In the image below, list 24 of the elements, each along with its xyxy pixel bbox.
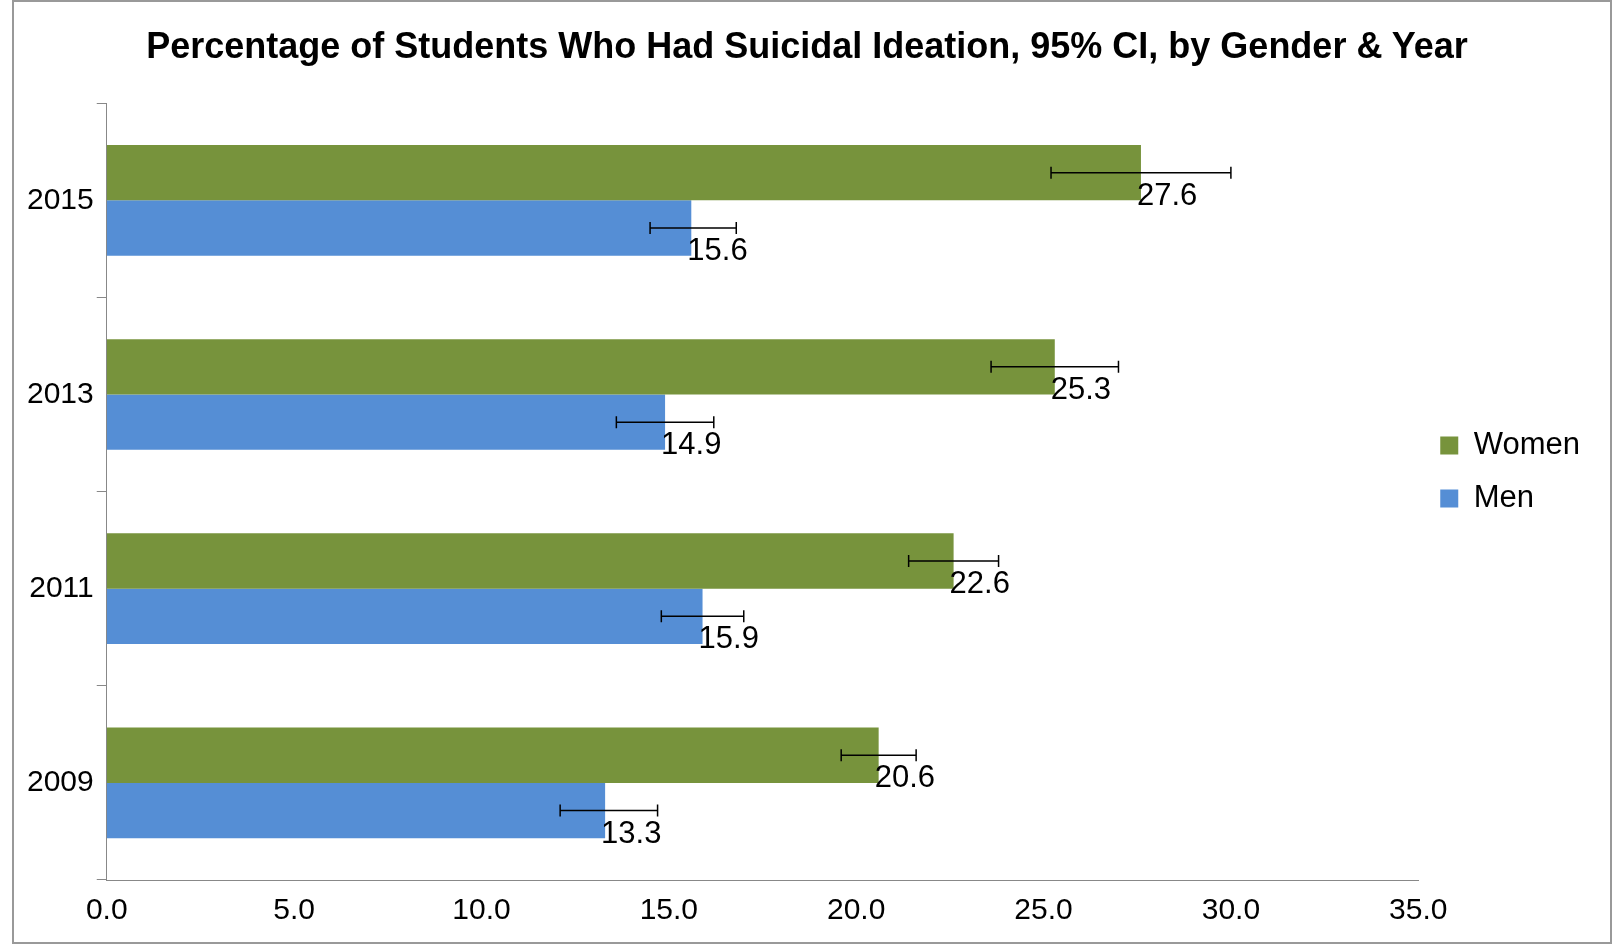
data-label: 27.6 (1136, 176, 1198, 212)
data-label: 15.9 (698, 620, 759, 656)
x-tick-label: 20.0 (826, 892, 886, 926)
data-label: 15.6 (687, 232, 748, 268)
y-tick-label: 2011 (29, 569, 94, 603)
data-label: 20.6 (874, 759, 935, 795)
data-label: 14.9 (661, 426, 722, 462)
legend-label: Men (1473, 479, 1535, 515)
x-tick-label: 25.0 (1014, 892, 1073, 926)
x-tick-label: 5.0 (273, 892, 315, 926)
data-label: 13.3 (601, 814, 662, 850)
bar (106, 588, 703, 645)
data-label: 22.6 (949, 565, 1010, 601)
x-tick-label: 0.0 (85, 892, 128, 926)
x-tick-label: 30.0 (1201, 892, 1261, 926)
x-tick-label: 35.0 (1389, 892, 1448, 926)
chart-title: Percentage of Students Who Had Suicidal Ideation, 95% CI, by Gender & Year (146, 24, 1468, 66)
y-tick-label: 2015 (26, 181, 94, 215)
x-tick-label: 15.0 (639, 892, 699, 926)
x-tick-label: 10.0 (452, 892, 511, 926)
y-tick-label: 2013 (26, 375, 94, 409)
data-label: 25.3 (1050, 370, 1112, 406)
y-tick-label: 2009 (26, 764, 94, 798)
legend-label: Women (1473, 426, 1581, 462)
